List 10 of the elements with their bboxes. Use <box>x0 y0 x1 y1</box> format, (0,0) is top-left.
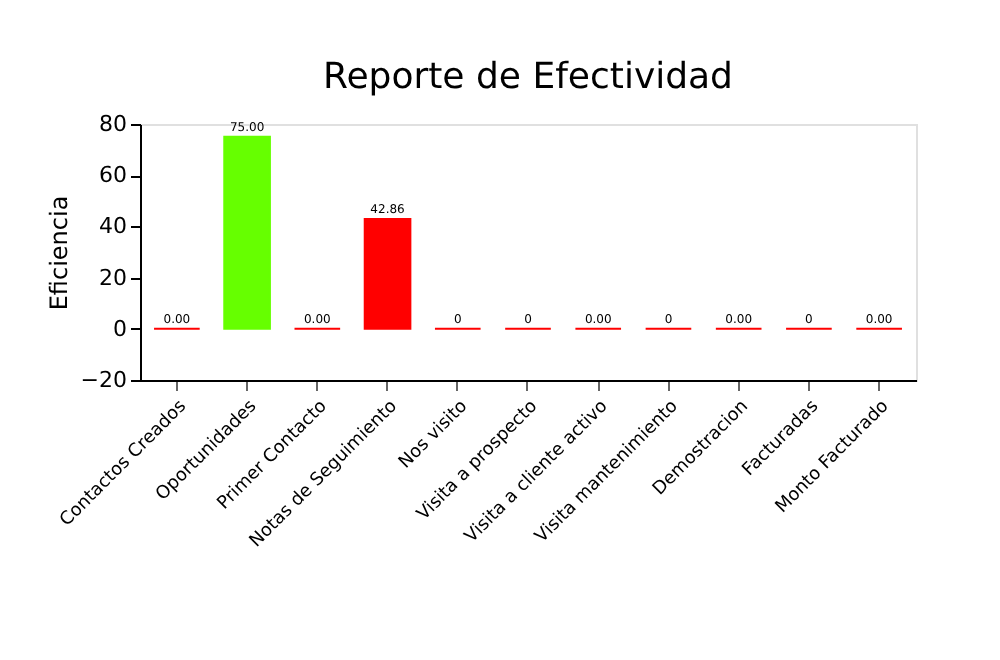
y-tick-label: 40 <box>99 213 127 240</box>
y-tick-label: 60 <box>99 162 127 189</box>
bar <box>363 218 412 330</box>
y-tick-label: 80 <box>99 111 127 137</box>
chart-title: Reporte de Efectividad <box>323 56 733 98</box>
y-tick-label: 20 <box>99 264 127 291</box>
y-tick-label: −20 <box>80 367 127 393</box>
y-axis-title: Eficiencia <box>44 195 73 311</box>
bar <box>223 135 271 330</box>
y-tick-label: 0 <box>113 315 127 342</box>
